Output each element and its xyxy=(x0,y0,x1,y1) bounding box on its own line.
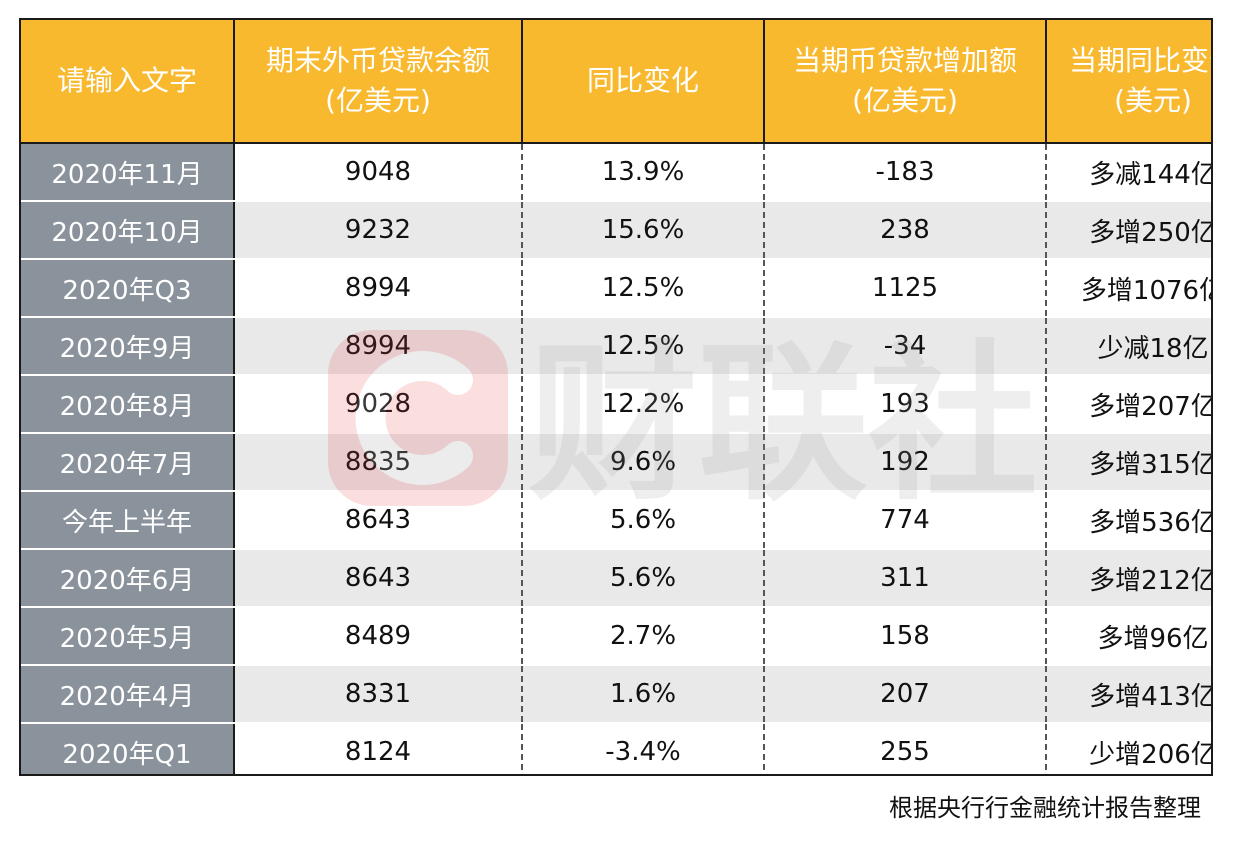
cell-balance: 9232 xyxy=(234,201,523,260)
row-label-cell: 2020年4月 xyxy=(21,665,235,724)
table-row: 2020年9月 8994 12.5% -34 少减18亿 xyxy=(21,317,1211,376)
cell-change: 少增206亿 xyxy=(1089,739,1213,770)
cell-change: 多增536亿 xyxy=(1046,491,1211,550)
row-label-cell: 2020年8月 xyxy=(21,375,235,434)
cell-balance: 8124 xyxy=(234,723,523,774)
foreign-currency-loan-table: 请输入文字 期末外币贷款余额 (亿美元) 同比变化 当期币贷款增加额 (亿美元) 当期同比变… xyxy=(21,20,1213,774)
cell-yoy: 12.2% xyxy=(522,375,765,434)
data-table-container: 请输入文字 期末外币贷款余额 (亿美元) 同比变化 当期币贷款增加额 (亿美元) 当期同比变… xyxy=(19,18,1213,776)
cell-yoy: 13.9% xyxy=(522,143,765,202)
cell-increase: 311 xyxy=(764,549,1047,608)
cell-change: 多增315亿 xyxy=(1046,433,1211,492)
cell-yoy: 2.7% xyxy=(522,607,765,666)
table-row: 2020年5月 8489 2.7% 158 多增96亿 xyxy=(21,607,1211,666)
cell-increase: -183 xyxy=(764,143,1047,202)
table-row: 2020年10月 9232 15.6% 238 多增250亿 xyxy=(21,201,1211,260)
column-header-change-header: 当期同比变化 (美元) xyxy=(1046,20,1211,144)
cell-yoy: 9.6% xyxy=(522,433,765,492)
table-header-row: 请输入文字 期末外币贷款余额 (亿美元) 同比变化 当期币贷款增加额 (亿美元) 当期同比变… xyxy=(21,20,1211,144)
cell-yoy: 5.6% xyxy=(522,549,765,608)
table-body: 2020年11月 9048 13.9% -183 多减144亿 2020年10月 9232 1… xyxy=(21,143,1213,774)
column-header-text: 当期同比变化 xyxy=(1068,44,1211,77)
cell-yoy: 12.5% xyxy=(522,317,765,376)
cell-increase: 255 xyxy=(764,723,1047,774)
column-header-text: 期末外币贷款余额 xyxy=(265,44,490,77)
table-row: 2020年Q3 8994 12.5% 1125 多增1076亿 xyxy=(21,259,1211,318)
column-header-balance-header: 期末外币贷款余额 (亿美元) xyxy=(234,20,523,144)
column-header-text: 当期币贷款增加额 xyxy=(792,44,1017,77)
cell-change: 多增1076亿 xyxy=(1046,259,1211,318)
table-row: 2020年Q1 8124 -3.4% 255 少增206亿 xyxy=(21,723,1213,774)
column-header-label-header: 请输入文字 xyxy=(21,20,235,144)
cell-increase: 774 xyxy=(764,491,1047,550)
cell-yoy: -3.4% xyxy=(522,723,765,774)
table-row: 2020年7月 8835 9.6% 192 多增315亿 xyxy=(21,433,1211,492)
cell-change: 少减18亿 xyxy=(1046,317,1211,376)
table-row: 2020年6月 8643 5.6% 311 多增212亿 xyxy=(21,549,1211,608)
row-label-cell: 2020年10月 xyxy=(21,201,235,260)
cell-yoy: 1.6% xyxy=(522,665,765,724)
row-label-cell: 2020年Q3 xyxy=(21,259,235,318)
row-label-cell: 2020年5月 xyxy=(21,607,235,666)
table-row: 2020年8月 9028 12.2% 193 多增207亿 xyxy=(21,375,1211,434)
cell-increase: 207 xyxy=(764,665,1047,724)
cell-balance: 9048 xyxy=(234,143,523,202)
cell-balance: 8994 xyxy=(234,259,523,318)
column-header-text: (亿美元) xyxy=(852,84,958,117)
row-label-cell: 2020年11月 xyxy=(21,143,235,202)
cell-increase: -34 xyxy=(764,317,1047,376)
cell-increase: 238 xyxy=(764,201,1047,260)
row-label-cell: 2020年9月 xyxy=(21,317,235,376)
cell-balance: 8835 xyxy=(234,433,523,492)
column-header-increase-header: 当期币贷款增加额 (亿美元) xyxy=(764,20,1047,144)
cell-yoy: 12.5% xyxy=(522,259,765,318)
cell-balance: 8994 xyxy=(234,317,523,376)
cell-increase: 1125 xyxy=(764,259,1047,318)
cell-balance: 8643 xyxy=(234,491,523,550)
row-label-cell: 2020年Q1 xyxy=(21,723,235,774)
column-header-text: 同比变化 xyxy=(586,64,699,97)
cell-yoy: 15.6% xyxy=(522,201,765,260)
cell-change: 多增250亿 xyxy=(1046,201,1211,260)
cell-change: 多增96亿 xyxy=(1046,607,1211,666)
cell-balance: 8643 xyxy=(234,549,523,608)
cell-change: 多增207亿 xyxy=(1046,375,1211,434)
cell-change: 多减144亿 xyxy=(1046,143,1211,202)
row-label-cell: 2020年7月 xyxy=(21,433,235,492)
cell-balance: 8489 xyxy=(234,607,523,666)
cell-increase: 193 xyxy=(764,375,1047,434)
row-label-cell: 今年上半年 xyxy=(21,491,235,550)
column-header-yoy-header: 同比变化 xyxy=(522,20,765,144)
cell-increase: 158 xyxy=(764,607,1047,666)
table-row: 2020年11月 9048 13.9% -183 多减144亿 xyxy=(21,143,1211,202)
column-header-text: (美元) xyxy=(1114,84,1192,117)
cell-change: 多增212亿 xyxy=(1046,549,1211,608)
cell-balance: 8331 xyxy=(234,665,523,724)
table-row: 2020年4月 8331 1.6% 207 多增413亿 xyxy=(21,665,1211,724)
cell-balance: 9028 xyxy=(234,375,523,434)
column-header-text: (亿美元) xyxy=(325,84,431,117)
cell-increase: 192 xyxy=(764,433,1047,492)
cell-yoy: 5.6% xyxy=(522,491,765,550)
table-row: 今年上半年 8643 5.6% 774 多增536亿 xyxy=(21,491,1211,550)
source-footnote: 根据央行行金融统计报告整理 xyxy=(889,794,1201,822)
row-label-cell: 2020年6月 xyxy=(21,549,235,608)
cell-change: 多增413亿 xyxy=(1046,665,1211,724)
column-header-text: 请输入文字 xyxy=(56,64,197,97)
